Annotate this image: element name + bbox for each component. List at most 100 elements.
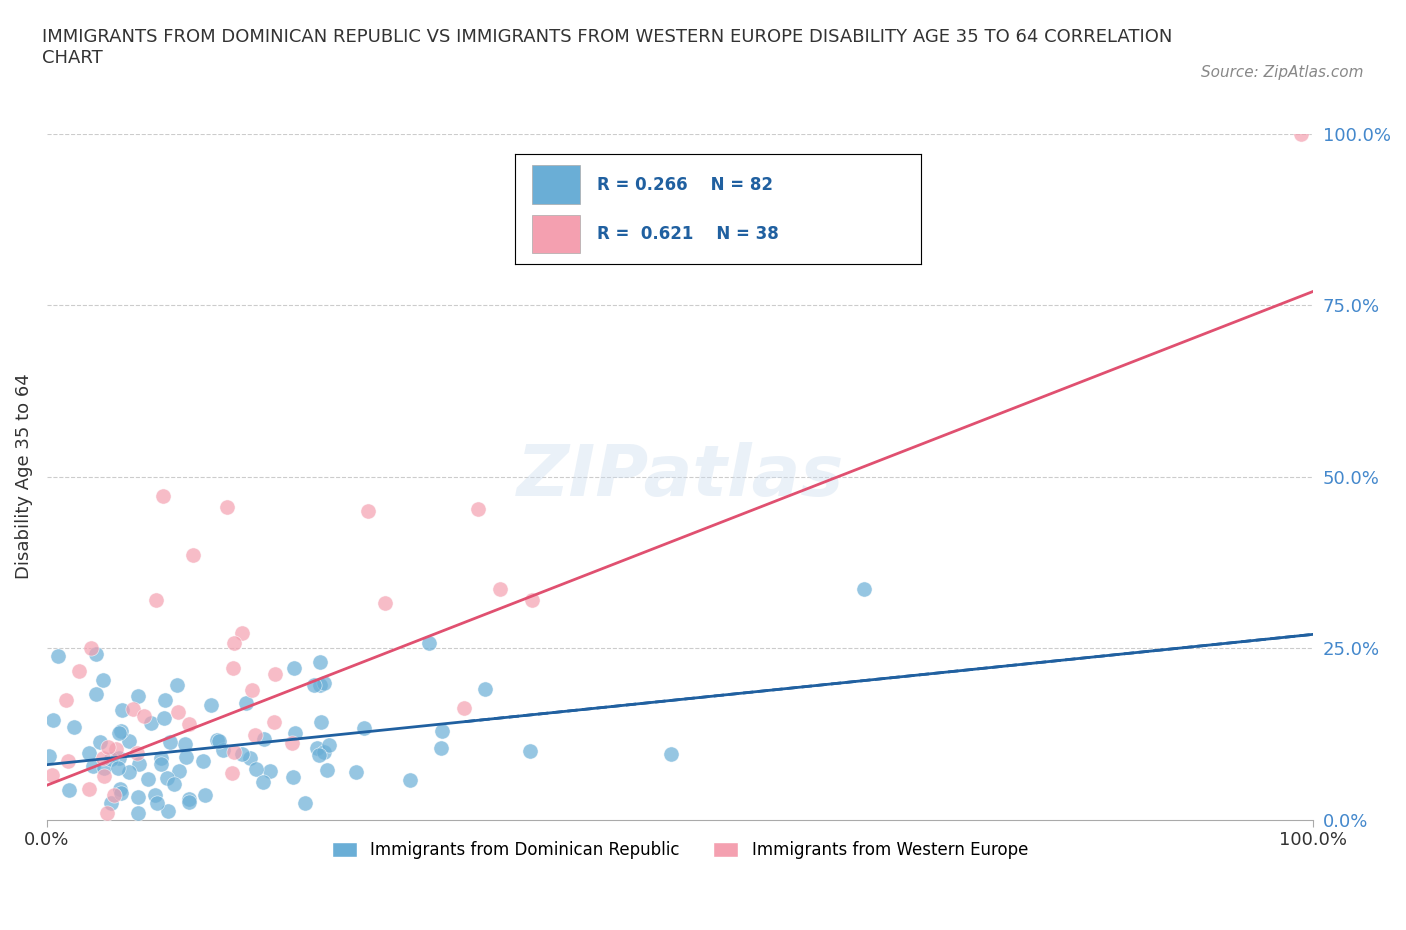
- Point: [177, 794, 200, 809]
- Point: [156, 770, 179, 785]
- Point: [283, 660, 305, 675]
- Point: [222, 660, 245, 675]
- Point: [127, 689, 149, 704]
- Point: [82, 759, 104, 774]
- Point: [308, 748, 330, 763]
- Point: [212, 743, 235, 758]
- Point: [145, 592, 167, 607]
- Point: [520, 592, 543, 607]
- Point: [91, 672, 114, 687]
- Point: [174, 737, 197, 751]
- Point: [309, 654, 332, 669]
- Point: [146, 796, 169, 811]
- Point: [108, 751, 131, 765]
- Point: [152, 488, 174, 503]
- Point: [235, 696, 257, 711]
- Point: [118, 734, 141, 749]
- Point: [309, 714, 332, 729]
- Point: [215, 499, 238, 514]
- Point: [242, 683, 264, 698]
- Point: [77, 745, 100, 760]
- Point: [127, 805, 149, 820]
- Point: [399, 772, 422, 787]
- Point: [312, 745, 335, 760]
- Point: [128, 756, 150, 771]
- Point: [224, 745, 246, 760]
- Point: [62, 720, 84, 735]
- Point: [157, 804, 180, 818]
- Point: [312, 676, 335, 691]
- Point: [418, 636, 440, 651]
- Point: [177, 791, 200, 806]
- Point: [302, 677, 325, 692]
- Point: [353, 720, 375, 735]
- Point: [221, 765, 243, 780]
- Point: [344, 764, 367, 779]
- Point: [284, 726, 307, 741]
- Point: [224, 635, 246, 650]
- Point: [374, 596, 396, 611]
- Point: [308, 678, 330, 693]
- Point: [110, 724, 132, 738]
- Y-axis label: Disability Age 35 to 64: Disability Age 35 to 64: [15, 374, 32, 579]
- Point: [852, 581, 875, 596]
- Point: [150, 757, 173, 772]
- Point: [80, 641, 103, 656]
- Point: [174, 750, 197, 764]
- Point: [55, 693, 77, 708]
- Point: [294, 796, 316, 811]
- Point: [305, 740, 328, 755]
- Point: [108, 782, 131, 797]
- Point: [84, 646, 107, 661]
- Point: [127, 790, 149, 804]
- Point: [200, 698, 222, 712]
- Point: [46, 648, 69, 663]
- Point: [141, 715, 163, 730]
- Point: [93, 769, 115, 784]
- Point: [281, 736, 304, 751]
- Point: [253, 731, 276, 746]
- Point: [89, 734, 111, 749]
- Point: [430, 724, 453, 738]
- Point: [107, 760, 129, 775]
- Point: [191, 754, 214, 769]
- Point: [489, 581, 512, 596]
- Point: [91, 751, 114, 765]
- Point: [205, 732, 228, 747]
- Point: [167, 764, 190, 779]
- Point: [97, 740, 120, 755]
- Point: [100, 751, 122, 766]
- Point: [110, 785, 132, 800]
- Text: Source: ZipAtlas.com: Source: ZipAtlas.com: [1201, 65, 1364, 80]
- Point: [474, 682, 496, 697]
- Point: [259, 764, 281, 778]
- Point: [121, 702, 143, 717]
- Point: [77, 781, 100, 796]
- Point: [318, 737, 340, 752]
- Point: [208, 734, 231, 749]
- Point: [245, 728, 267, 743]
- Point: [153, 693, 176, 708]
- Text: IMMIGRANTS FROM DOMINICAN REPUBLIC VS IMMIGRANTS FROM WESTERN EUROPE DISABILITY : IMMIGRANTS FROM DOMINICAN REPUBLIC VS IM…: [42, 28, 1173, 67]
- Legend: Immigrants from Dominican Republic, Immigrants from Western Europe: Immigrants from Dominican Republic, Immi…: [325, 835, 1035, 866]
- Point: [84, 686, 107, 701]
- Point: [252, 774, 274, 789]
- Point: [1289, 126, 1312, 141]
- Point: [96, 805, 118, 820]
- Point: [38, 749, 60, 764]
- Point: [245, 762, 267, 777]
- Point: [453, 700, 475, 715]
- Point: [111, 702, 134, 717]
- Point: [281, 770, 304, 785]
- Point: [239, 751, 262, 765]
- Point: [519, 744, 541, 759]
- Point: [58, 782, 80, 797]
- Point: [179, 717, 201, 732]
- Point: [467, 501, 489, 516]
- Point: [357, 504, 380, 519]
- Point: [166, 678, 188, 693]
- Point: [132, 709, 155, 724]
- Point: [150, 751, 173, 765]
- Point: [167, 704, 190, 719]
- Point: [163, 777, 186, 791]
